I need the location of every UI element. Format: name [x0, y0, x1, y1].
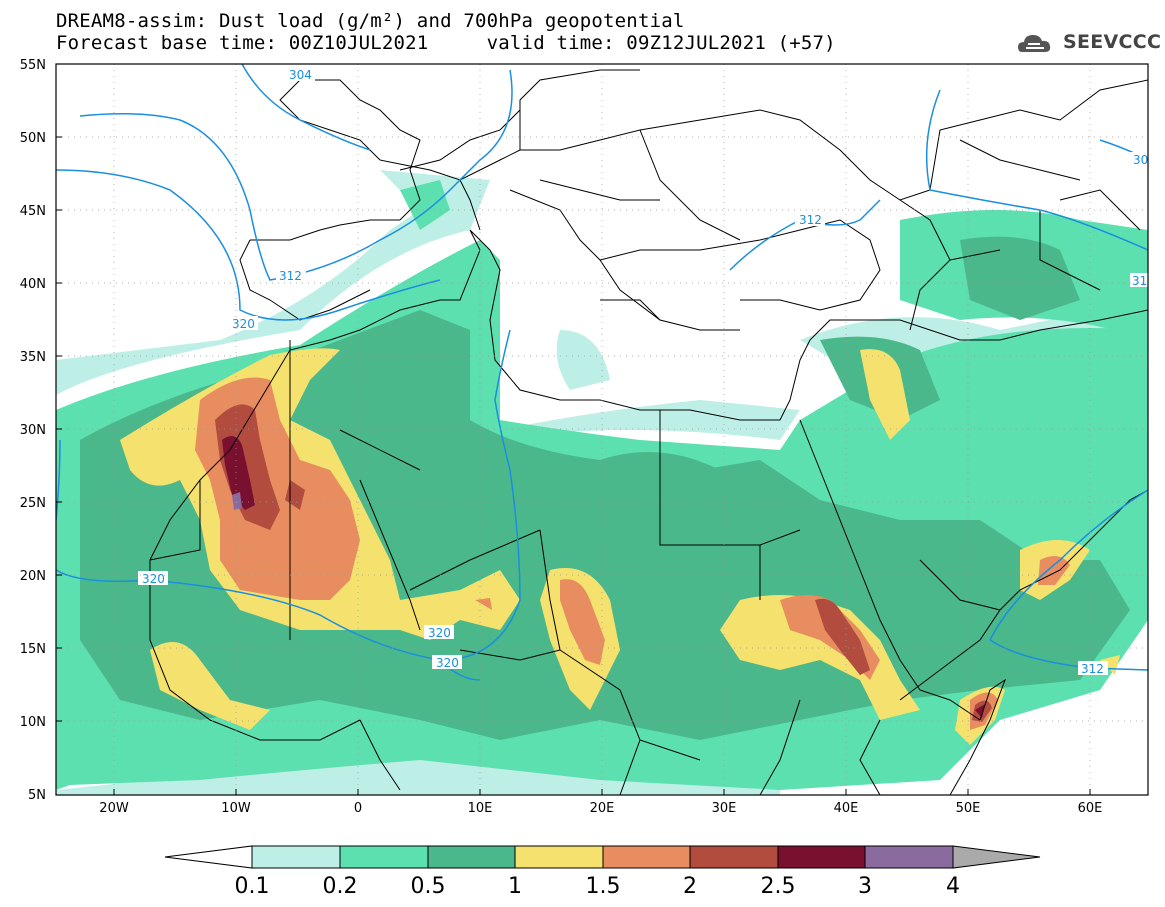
lat-label: 5N [28, 788, 46, 803]
colorbar-label: 2 [683, 874, 697, 899]
contour-label: 320 [436, 656, 459, 670]
lat-axis: 55N 50N 45N 40N 35N 30N 25N 20N 15N 10N … [20, 58, 46, 803]
lon-label: 10E [468, 801, 493, 816]
country-borders [149, 210, 1148, 795]
lat-label: 25N [20, 496, 46, 511]
lat-label: 30N [20, 423, 46, 438]
contour-label: 320 [232, 317, 255, 331]
colorbar-swatch [427, 845, 516, 869]
europe-borders [239, 69, 1148, 331]
contour-label: 304 [289, 68, 312, 82]
lon-axis: 20W 10W 0 10E 20E 30E 40E 50E 60E [99, 801, 1102, 816]
lon-ticks [113, 789, 1091, 795]
lon-label: 20E [590, 801, 615, 816]
colorbar-label: 1 [508, 874, 522, 899]
colorbar-swatch [251, 845, 341, 869]
colorbar-label: 0.5 [411, 874, 446, 899]
colorbar [164, 845, 1041, 869]
lon-label: 50E [956, 801, 981, 816]
map-area: 304 312 320 320 320 320 312 312 31 30 [56, 64, 1148, 795]
colorbar-label: 0.2 [323, 874, 358, 899]
contour-label: 320 [428, 626, 451, 640]
colorbar-label: 1.5 [586, 874, 621, 899]
geopotential-contours [56, 64, 1148, 681]
contour-label: 31 [1132, 274, 1147, 288]
dust-level-3 [232, 492, 242, 510]
contour-label: 312 [799, 213, 822, 227]
lat-label: 10N [20, 715, 46, 730]
lat-label: 45N [20, 204, 46, 219]
lon-label: 40E [834, 801, 859, 816]
map-subtitle: Forecast base time: 00Z10JUL2021 valid t… [56, 32, 836, 54]
colorbar-low-arrow [164, 845, 253, 869]
logo-text: SEEVCCC [1063, 31, 1162, 53]
contour-label: 320 [142, 572, 165, 586]
lat-label: 20N [20, 569, 46, 584]
lat-label: 50N [20, 131, 46, 146]
colorbar-swatch [777, 845, 866, 869]
colorbar-label: 3 [858, 874, 872, 899]
map-title: DREAM8-assim: Dust load (g/m²) and 700hP… [56, 10, 685, 32]
colorbar-swatch [864, 845, 954, 869]
colorbar-high-arrow [952, 845, 1041, 869]
contour-labels: 304 312 320 320 320 320 312 312 31 30 [138, 67, 1148, 676]
dust-level-2.5 [222, 436, 985, 718]
lat-label: 15N [20, 642, 46, 657]
colorbar-swatch [689, 845, 779, 869]
colorbar-swatch [602, 845, 691, 869]
contour-label: 312 [1081, 662, 1104, 676]
colorbar-label: 2.5 [761, 874, 796, 899]
grid-lines [56, 64, 1148, 795]
colorbar-label: 4 [946, 874, 960, 899]
lon-label: 60E [1078, 801, 1103, 816]
contour-label: 312 [279, 269, 302, 283]
lat-ticks [56, 136, 62, 722]
lat-label: 55N [20, 58, 46, 73]
cloud-logo-icon [1018, 35, 1051, 52]
lon-label: 10W [221, 801, 251, 816]
lon-label: 0 [354, 801, 362, 816]
colorbar-swatch [339, 845, 429, 869]
colorbar-label: 0.1 [235, 874, 270, 899]
lat-label: 40N [20, 277, 46, 292]
lon-label: 20W [99, 801, 129, 816]
colorbar-labels: 0.1 0.2 0.5 1 1.5 2 2.5 3 4 [235, 874, 961, 899]
contour-label: 30 [1133, 153, 1148, 167]
lon-label: 30E [712, 801, 737, 816]
lat-label: 35N [20, 350, 46, 365]
colorbar-swatch [514, 845, 604, 869]
